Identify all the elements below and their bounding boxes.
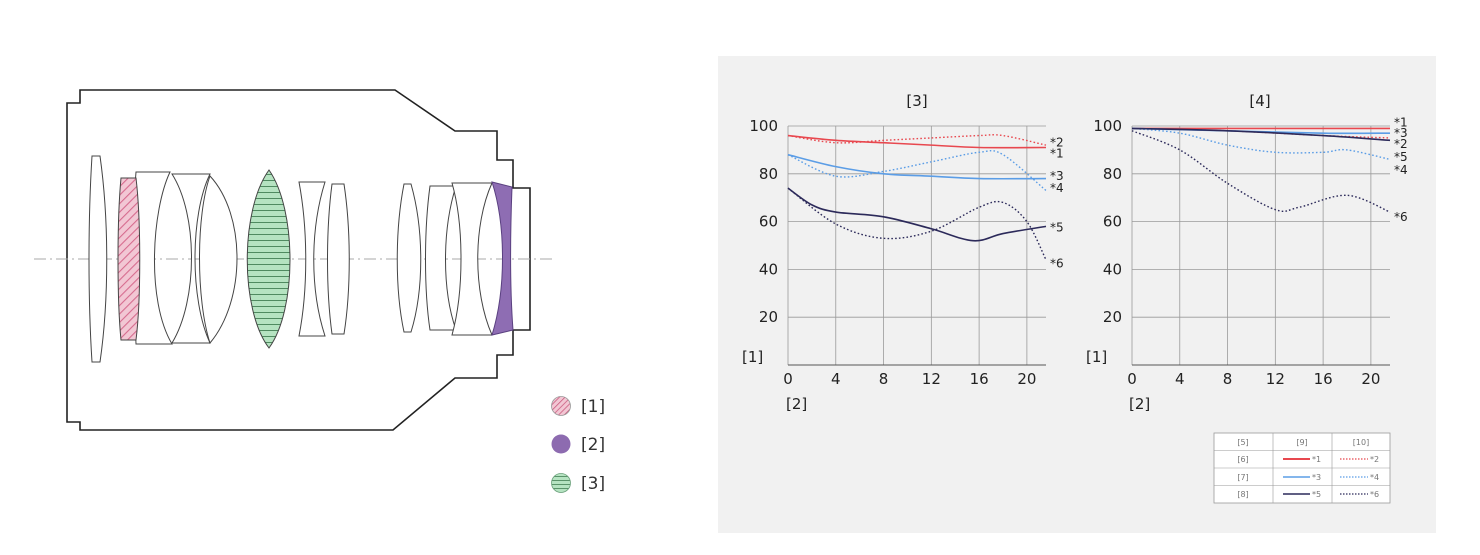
key-solid-marker: *5 (1312, 490, 1321, 499)
mtf-curve-series-1 (787, 134, 1047, 149)
table-header-cell: [10] (1353, 438, 1369, 447)
hatched-circle-icon (551, 396, 571, 416)
green-special-element (246, 169, 291, 349)
concave-element-2 (298, 181, 326, 337)
chart-title: [3] (906, 92, 927, 110)
x-tick-label: 8 (1223, 370, 1233, 388)
key-solid-marker: *3 (1312, 473, 1321, 482)
mtf-curve-series-5 (787, 187, 1047, 242)
y-tick-label: 60 (759, 213, 778, 231)
curve-end-label: *5 (1050, 221, 1064, 235)
lens-elements (88, 155, 493, 363)
y-tick-label: 20 (1103, 308, 1122, 326)
mtf-curve-series-5 (1131, 127, 1391, 142)
table-row-label: [6] (1237, 455, 1248, 464)
mtf-curve-series-4 (787, 149, 1047, 192)
y-tick-label: 40 (759, 260, 778, 278)
curve-end-label: *1 (1050, 146, 1064, 160)
lens-legend: [1] [2] [3] (551, 396, 605, 494)
x-tick-label: 16 (970, 370, 989, 388)
striped-circle-icon (551, 473, 571, 493)
y-axis-label: [1] (1086, 348, 1107, 366)
curve-end-label: *4 (1050, 181, 1064, 195)
curve-end-label: *3 (1050, 169, 1064, 183)
x-tick-label: 12 (1266, 370, 1285, 388)
pink-special-element (117, 177, 141, 341)
curve-end-label: *2 (1394, 137, 1408, 151)
table-header-cell: [5] (1237, 438, 1248, 447)
y-axis-label: [1] (742, 348, 763, 366)
key-solid-marker: *1 (1312, 455, 1321, 464)
rear-element-2 (425, 185, 457, 331)
curve-end-label: *3 (1394, 126, 1408, 140)
mtf-curve-series-6 (1131, 130, 1391, 213)
y-tick-label: 80 (759, 165, 778, 183)
curve-end-label: *2 (1050, 136, 1064, 150)
table-row-label: [7] (1237, 473, 1248, 482)
curve-end-label: *1 (1394, 115, 1408, 129)
lens-cross-section-diagram: [1] [2] [3] (34, 89, 605, 494)
x-tick-label: 0 (1127, 370, 1137, 388)
curve-end-label: *5 (1394, 150, 1408, 164)
lens-barrel-outline (66, 89, 531, 431)
purple-aspherical-element (491, 181, 514, 336)
curve-end-label: *6 (1050, 256, 1064, 270)
x-tick-label: 12 (922, 370, 941, 388)
x-tick-label: 8 (879, 370, 889, 388)
mtf-curve-series-3 (787, 153, 1047, 180)
convex-element-2 (327, 183, 350, 335)
y-tick-label: 80 (1103, 165, 1122, 183)
x-axis-label: [2] (1129, 395, 1150, 413)
x-tick-label: 4 (1175, 370, 1185, 388)
solid-circle-icon (551, 434, 571, 454)
key-dotted-marker: *6 (1370, 490, 1379, 499)
legend-label-1: [1] (581, 397, 605, 417)
x-tick-label: 20 (1017, 370, 1036, 388)
mtf-curve-series-6 (787, 187, 1047, 261)
y-tick-label: 100 (749, 117, 778, 135)
mtf-curve-series-4 (1131, 127, 1391, 161)
x-tick-label: 4 (831, 370, 841, 388)
line-style-key-table: [5] [9] [10] [6] *1 *2 [7] *3 *4 [8] *5 … (1213, 432, 1391, 504)
chart-title: [4] (1249, 92, 1270, 110)
rear-element-1 (396, 183, 422, 333)
curve-end-label: *6 (1394, 210, 1408, 224)
curve-end-label: *4 (1394, 163, 1408, 177)
table-row-label: [8] (1237, 490, 1248, 499)
y-tick-label: 40 (1103, 260, 1122, 278)
x-tick-label: 0 (783, 370, 793, 388)
legend-label-3: [3] (581, 474, 605, 494)
y-tick-label: 100 (1093, 117, 1122, 135)
front-meniscus-element (88, 155, 108, 363)
key-dotted-marker: *4 (1370, 473, 1379, 482)
y-tick-label: 20 (759, 308, 778, 326)
x-axis-label: [2] (786, 395, 807, 413)
legend-label-2: [2] (581, 435, 605, 455)
y-tick-label: 60 (1103, 213, 1122, 231)
x-tick-label: 16 (1314, 370, 1333, 388)
x-tick-label: 20 (1361, 370, 1380, 388)
table-header-cell: [9] (1296, 438, 1307, 447)
key-dotted-marker: *2 (1370, 455, 1379, 464)
biconvex-element-1 (199, 175, 238, 345)
